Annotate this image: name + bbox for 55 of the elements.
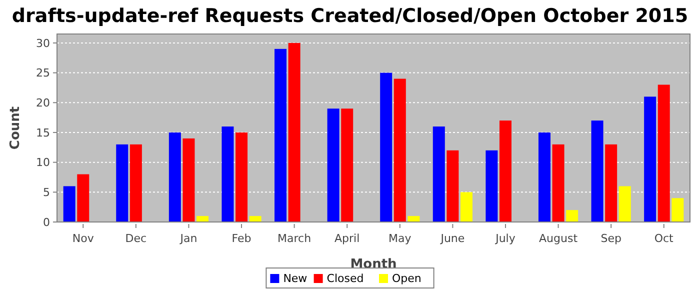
- bar: [499, 120, 512, 222]
- y-tick-label: 20: [36, 96, 50, 110]
- y-axis-title: Count: [8, 106, 23, 150]
- bar: [566, 210, 578, 222]
- x-tick-label: July: [494, 232, 516, 245]
- x-tick-label: April: [334, 232, 360, 245]
- y-tick-label: 5: [43, 186, 50, 200]
- x-tick-label: Feb: [232, 232, 252, 245]
- bar: [222, 126, 234, 222]
- bar: [486, 150, 498, 222]
- bar: [394, 78, 406, 222]
- x-tick-label: Sep: [600, 232, 622, 245]
- bar: [618, 186, 631, 222]
- bar: [182, 138, 195, 222]
- bar: [460, 192, 472, 222]
- x-tick-label: Dec: [125, 232, 147, 245]
- y-tick-label: 10: [36, 156, 50, 170]
- y-tick-label: 30: [36, 36, 50, 50]
- legend-label: Closed: [326, 272, 364, 285]
- bar: [288, 42, 300, 222]
- y-tick-label: 25: [36, 66, 50, 80]
- x-tick-label: June: [440, 232, 465, 245]
- bar: [605, 144, 618, 222]
- bar: [341, 108, 354, 222]
- bar: [644, 96, 656, 222]
- bar: [77, 174, 90, 222]
- bar: [538, 132, 550, 222]
- y-tick-label: 0: [43, 216, 50, 229]
- bar: [327, 108, 340, 222]
- bar: [432, 126, 445, 222]
- chart-title: drafts-update-ref Requests Created/Closed/Open October 2015: [12, 5, 688, 27]
- legend-label: New: [283, 272, 308, 285]
- bar: [658, 84, 670, 222]
- x-tick-label: Jan: [179, 232, 198, 245]
- x-tick-label: May: [388, 232, 412, 245]
- bar: [63, 186, 76, 222]
- x-tick-label: August: [539, 232, 578, 245]
- bar: [380, 72, 392, 222]
- x-tick-label: March: [278, 232, 312, 245]
- bar: [408, 216, 420, 222]
- x-tick-label: Nov: [72, 232, 94, 245]
- bar: [446, 150, 459, 222]
- bar: [249, 216, 262, 222]
- bar: [591, 120, 604, 222]
- legend-label: Open: [392, 272, 422, 285]
- x-tick-label: Oct: [654, 232, 674, 245]
- bar: [196, 216, 209, 222]
- bar: [274, 48, 287, 222]
- bar: [168, 132, 181, 222]
- bar: [672, 198, 684, 222]
- bar: [236, 132, 248, 222]
- bar: [130, 144, 142, 222]
- y-tick-label: 15: [36, 126, 50, 140]
- bar: [552, 144, 564, 222]
- bar: [116, 144, 128, 222]
